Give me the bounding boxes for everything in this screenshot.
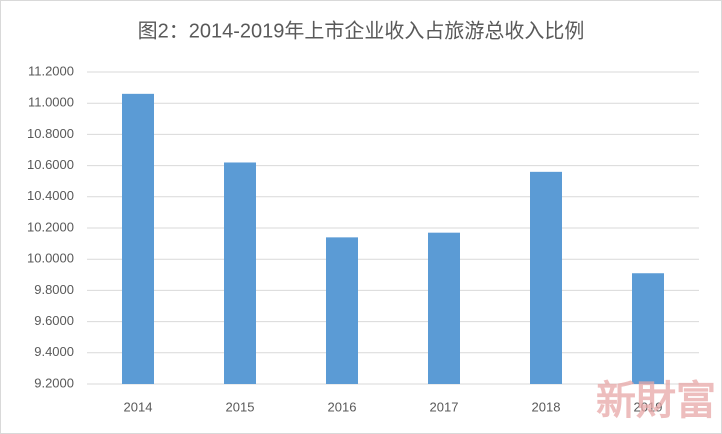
y-tick-label: 10.2000 bbox=[27, 219, 74, 234]
y-tick-label: 9.2000 bbox=[34, 375, 74, 390]
y-tick-label: 11.2000 bbox=[28, 63, 74, 78]
y-tick-label: 9.8000 bbox=[34, 282, 74, 297]
y-tick-label: 9.4000 bbox=[34, 344, 74, 359]
y-tick-label: 10.4000 bbox=[27, 188, 74, 203]
x-tick-label: 2016 bbox=[328, 399, 357, 414]
x-tick-label: 2018 bbox=[532, 399, 561, 414]
bar bbox=[326, 237, 358, 384]
y-tick-label: 9.6000 bbox=[34, 313, 74, 328]
x-tick-label: 2014 bbox=[124, 399, 153, 414]
bar bbox=[530, 171, 562, 384]
bar bbox=[224, 162, 256, 384]
y-tick-label: 11.0000 bbox=[28, 95, 74, 110]
x-tick-label: 2017 bbox=[430, 399, 459, 414]
y-tick-label: 10.8000 bbox=[27, 126, 74, 141]
y-tick-label: 10.0000 bbox=[27, 251, 74, 266]
chart-title: 图2：2014-2019年上市企业收入占旅游总收入比例 bbox=[138, 19, 585, 42]
bar bbox=[122, 93, 154, 384]
x-tick-label: 2015 bbox=[226, 399, 255, 414]
x-tick-label: 2019 bbox=[634, 399, 663, 414]
bar bbox=[428, 232, 460, 384]
y-tick-label: 10.6000 bbox=[27, 157, 74, 172]
watermark: 新財富 bbox=[596, 377, 716, 424]
bar bbox=[632, 273, 664, 384]
